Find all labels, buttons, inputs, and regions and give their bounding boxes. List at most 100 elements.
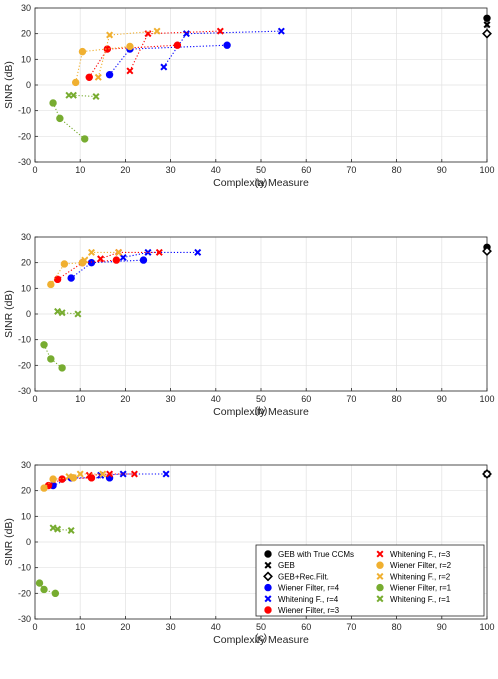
y-tick-label: -20 (18, 131, 31, 141)
panel-label: (a) (255, 177, 268, 189)
data-point-x (155, 248, 163, 256)
legend: GEB with True CCMs GEB GEB+Rec.Filt. Wiener… (255, 544, 485, 617)
legend-marker-circle (376, 561, 384, 569)
y-tick-label: 10 (21, 54, 31, 64)
series-5-group (85, 41, 182, 82)
x-tick-label: 40 (211, 165, 221, 175)
data-point-x (94, 73, 102, 81)
legend-marker-x (264, 595, 272, 603)
data-point-x (54, 307, 62, 315)
x-tick-label: 70 (346, 394, 356, 404)
data-point-x (99, 470, 107, 478)
legend-label: GEB with True CCMs (278, 550, 354, 559)
panel-label: (c) (255, 632, 267, 644)
series-line (163, 30, 282, 68)
x-tick-label: 90 (437, 394, 447, 404)
series-line (129, 30, 221, 72)
legend-marker-x (376, 572, 384, 580)
data-point-circle (81, 135, 89, 143)
x-tick-label: 20 (120, 165, 130, 175)
series-8-group (94, 27, 161, 81)
x-tick-label: 80 (392, 165, 402, 175)
data-point-x (160, 63, 168, 71)
data-point-circle (87, 258, 96, 267)
y-tick-label: 30 (21, 460, 31, 470)
y-tick-label: -10 (18, 335, 31, 345)
series-line (52, 527, 72, 532)
data-point-circle (112, 256, 121, 264)
legend-label: Whitening F., r=3 (390, 550, 451, 559)
series-3-group (67, 256, 148, 282)
y-tick-label: 0 (26, 537, 31, 547)
legend-label: Wiener Filter, r=2 (390, 561, 452, 570)
x-tick-label: 0 (32, 165, 37, 175)
chart-panel-1: 0 10 20 30 40 50 60 70 80 90 100 -30 -20 -10 0 10 20 30 Co… (3, 3, 495, 189)
legend-marker-x (376, 550, 384, 558)
series-1-group (483, 21, 491, 29)
data-point-circle (40, 585, 48, 594)
y-tick-label: -10 (18, 106, 31, 116)
data-point-x (49, 524, 57, 532)
series-line (122, 251, 198, 259)
y-tick-label: 20 (21, 486, 31, 496)
x-tick-label: 20 (120, 622, 130, 632)
y-tick-label: -30 (18, 386, 31, 396)
data-point-circle (78, 47, 87, 56)
y-tick-label: 20 (21, 258, 31, 268)
x-tick-label: 40 (211, 622, 221, 632)
data-point-x (119, 254, 127, 262)
data-point-circle (47, 280, 55, 289)
x-tick-label: 60 (301, 394, 311, 404)
x-tick-label: 90 (437, 622, 447, 632)
series-7-group (71, 42, 134, 87)
data-point-circle (223, 41, 231, 49)
series-10-group (54, 307, 82, 318)
y-tick-label: -20 (18, 588, 31, 598)
x-tick-label: 40 (211, 394, 221, 404)
data-point-circle (126, 42, 134, 51)
data-point-circle (60, 260, 69, 268)
series-9-group (49, 99, 89, 143)
data-point-circle (47, 355, 55, 363)
data-point-circle (71, 78, 80, 87)
x-tick-label: 100 (479, 622, 494, 632)
data-point-circle (49, 475, 57, 483)
x-tick-label: 50 (256, 622, 266, 632)
x-tick-label: 60 (301, 622, 311, 632)
data-point-diamond (482, 469, 492, 479)
x-tick-label: 0 (32, 622, 37, 632)
x-tick-label: 90 (437, 165, 447, 175)
x-tick-label: 10 (75, 622, 85, 632)
data-point-x (115, 248, 123, 256)
data-point-x (65, 473, 73, 481)
series-line (88, 44, 178, 78)
y-tick-label: -30 (18, 614, 31, 624)
data-point-x (106, 31, 114, 39)
series-8-group (81, 248, 123, 264)
series-6-group (126, 27, 224, 75)
data-point-x (483, 21, 491, 29)
data-point-x (58, 309, 66, 317)
y-axis-label: SINR (dB) (3, 518, 15, 566)
x-tick-label: 10 (75, 394, 85, 404)
data-point-circle (40, 341, 48, 349)
series-line (89, 473, 135, 476)
legend-box (255, 544, 485, 617)
data-point-x (126, 67, 134, 75)
data-point-x (162, 470, 170, 478)
y-tick-label: -10 (18, 563, 31, 573)
x-axis-label: Complexity Measure (213, 177, 309, 189)
data-point-circle (56, 114, 64, 123)
data-point-x (194, 248, 202, 256)
series-10-group (49, 524, 75, 534)
data-point-x (277, 27, 285, 35)
legend-marker-circle (264, 606, 272, 614)
data-point-x (76, 470, 84, 478)
series-0-group (483, 14, 491, 22)
y-tick-label: 30 (21, 3, 31, 13)
legend-label: GEB (278, 561, 295, 570)
data-point-x (130, 470, 138, 478)
series-4-group (160, 27, 285, 71)
y-axis-label: SINR (dB) (3, 290, 15, 338)
